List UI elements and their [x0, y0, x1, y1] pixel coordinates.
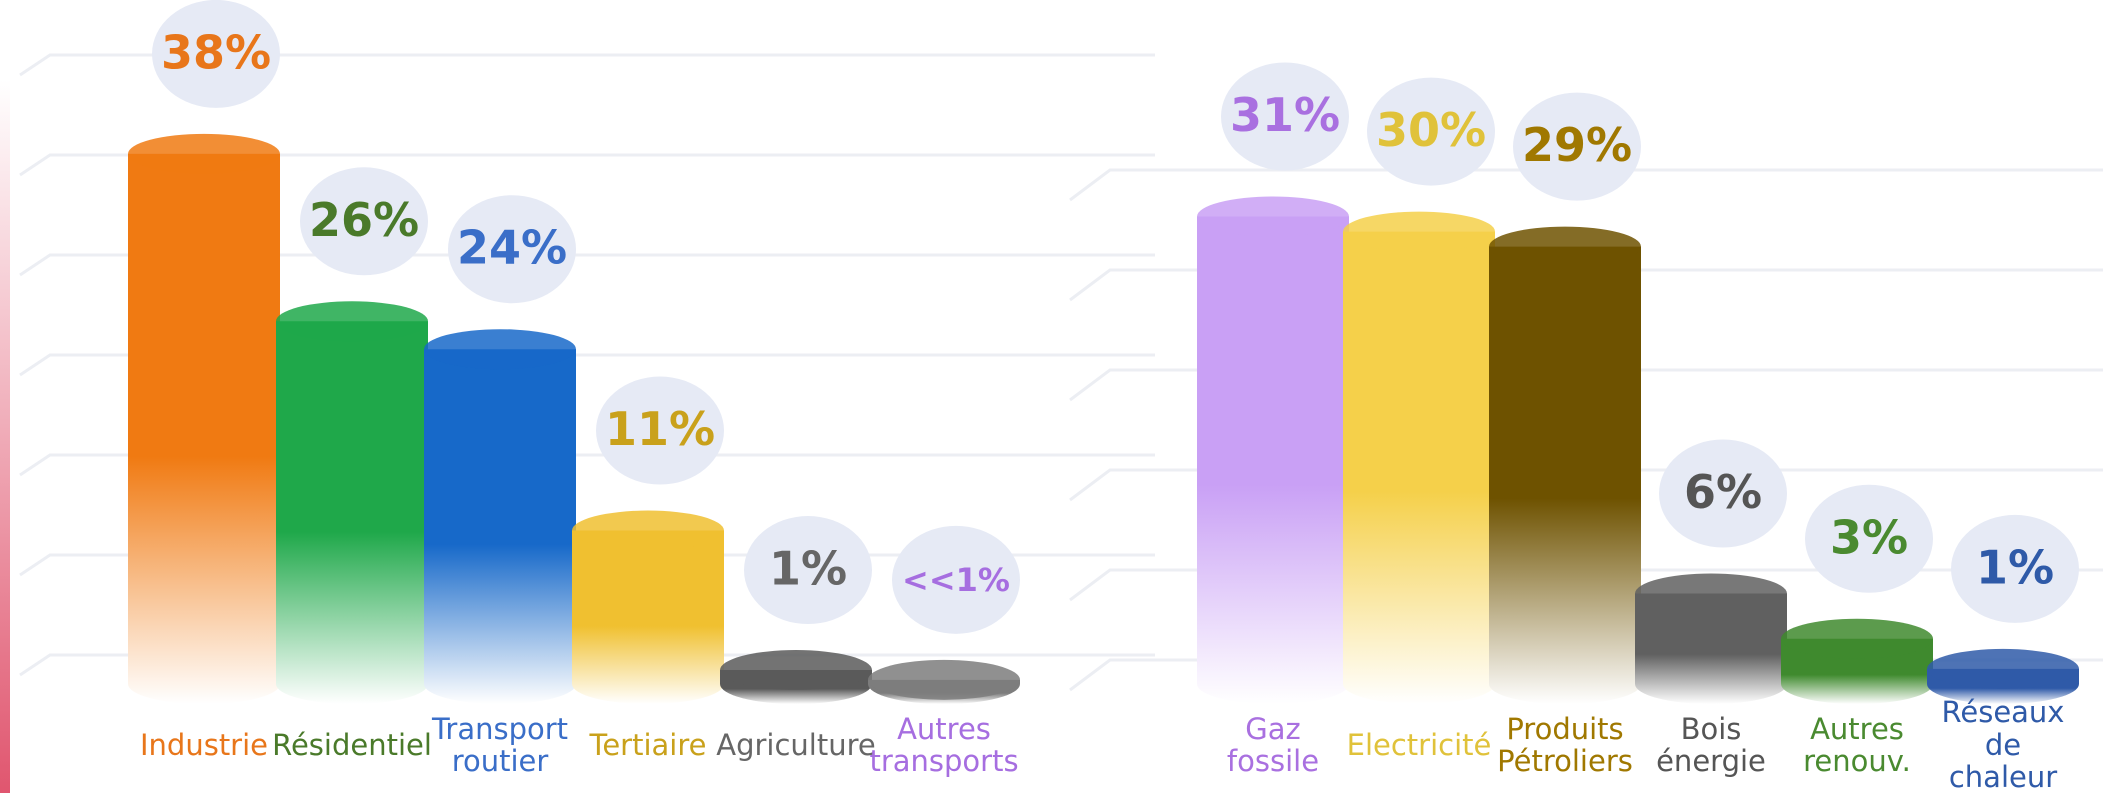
bar-body: [1489, 246, 1641, 704]
category-label-box: Gaz fossile: [1208, 697, 1338, 793]
bar: [720, 650, 872, 704]
category-label: Bois énergie: [1656, 711, 1766, 778]
category-label-box: Résidentiel: [272, 697, 432, 793]
value-bubble: [744, 516, 872, 625]
value-bubble: [300, 167, 428, 276]
value-bubble: [152, 0, 280, 108]
bar-body: [572, 530, 724, 704]
category-label-box: Industrie: [139, 697, 269, 793]
category-label: Agriculture: [716, 727, 876, 762]
category-label: Tertiaire: [589, 727, 707, 762]
value-bubble: [1951, 514, 2079, 623]
value-label: 6%: [1684, 465, 1762, 519]
bar-top: [1489, 226, 1641, 267]
bar: [1343, 211, 1495, 704]
category-label-box: Bois énergie: [1646, 697, 1776, 793]
bar: [1197, 196, 1349, 704]
bar-top: [572, 510, 724, 551]
category-label-box: Autres renouv.: [1792, 697, 1922, 793]
value-label: 31%: [1230, 88, 1340, 142]
bar-body: [1197, 216, 1349, 704]
bar-top: [1927, 648, 2079, 689]
value-label: 3%: [1830, 510, 1908, 564]
value-bubble: [1513, 92, 1641, 201]
bar: [572, 510, 724, 704]
bar-top: [1635, 573, 1787, 614]
bar: [1927, 648, 2079, 704]
value-label: 24%: [457, 221, 567, 275]
category-label: Transport routier: [431, 711, 569, 778]
bar: [1489, 226, 1641, 704]
value-bubble: [1659, 439, 1787, 548]
bar-top: [868, 659, 1020, 700]
category-label: Résidentiel: [272, 727, 432, 762]
category-label-box: Réseaux de chaleur: [1938, 695, 2068, 794]
edge-decoration: [0, 80, 10, 793]
category-label-box: Tertiaire: [583, 697, 713, 793]
background-grid: [19, 53, 2103, 692]
value-label: 1%: [769, 542, 847, 596]
category-label-box: Electricité: [1347, 697, 1492, 793]
bar-top: [1343, 211, 1495, 252]
bar-top: [1197, 196, 1349, 237]
bar-top: [128, 133, 280, 174]
value-bubble: [892, 525, 1020, 634]
bar-body: [128, 153, 280, 704]
value-label: 30%: [1376, 103, 1486, 157]
value-bubble: [1221, 62, 1349, 171]
category-label: Autres renouv.: [1803, 711, 1911, 778]
value-label: 11%: [605, 402, 715, 456]
category-label: Autres transports: [869, 711, 1019, 778]
category-label: Gaz fossile: [1226, 711, 1320, 778]
value-label: 26%: [309, 193, 419, 247]
bar-body: [1635, 593, 1787, 704]
value-bubble: [448, 195, 576, 304]
category-label-box: Agriculture: [716, 697, 876, 793]
value-bubble: [1367, 77, 1495, 186]
bar: [128, 133, 280, 704]
category-label-box: Autres transports: [869, 697, 1018, 793]
category-label: Réseaux de chaleur: [1941, 695, 2065, 794]
bar-body: [1343, 231, 1495, 704]
value-label: 38%: [161, 25, 271, 79]
bar: [424, 329, 576, 704]
bar-body: [276, 321, 428, 704]
value-bubble: [1805, 484, 1933, 593]
value-bubble: [596, 376, 724, 485]
category-label-box: Transport routier: [431, 697, 569, 793]
bar: [276, 301, 428, 704]
category-label: Produits Pétroliers: [1497, 711, 1633, 778]
bar-top: [720, 650, 872, 691]
bar: [868, 659, 1020, 704]
category-label: Electricité: [1346, 727, 1492, 762]
value-label: 1%: [1976, 540, 2054, 594]
bar: [1781, 618, 1933, 704]
value-label: 29%: [1522, 118, 1632, 172]
bar-top: [1781, 618, 1933, 659]
bar-top: [424, 329, 576, 370]
category-label-box: Produits Pétroliers: [1497, 697, 1633, 793]
category-label: Industrie: [139, 727, 269, 762]
value-label: <<1%: [902, 561, 1010, 599]
bar: [1635, 573, 1787, 704]
bar-top: [276, 301, 428, 342]
bar-body: [424, 349, 576, 704]
